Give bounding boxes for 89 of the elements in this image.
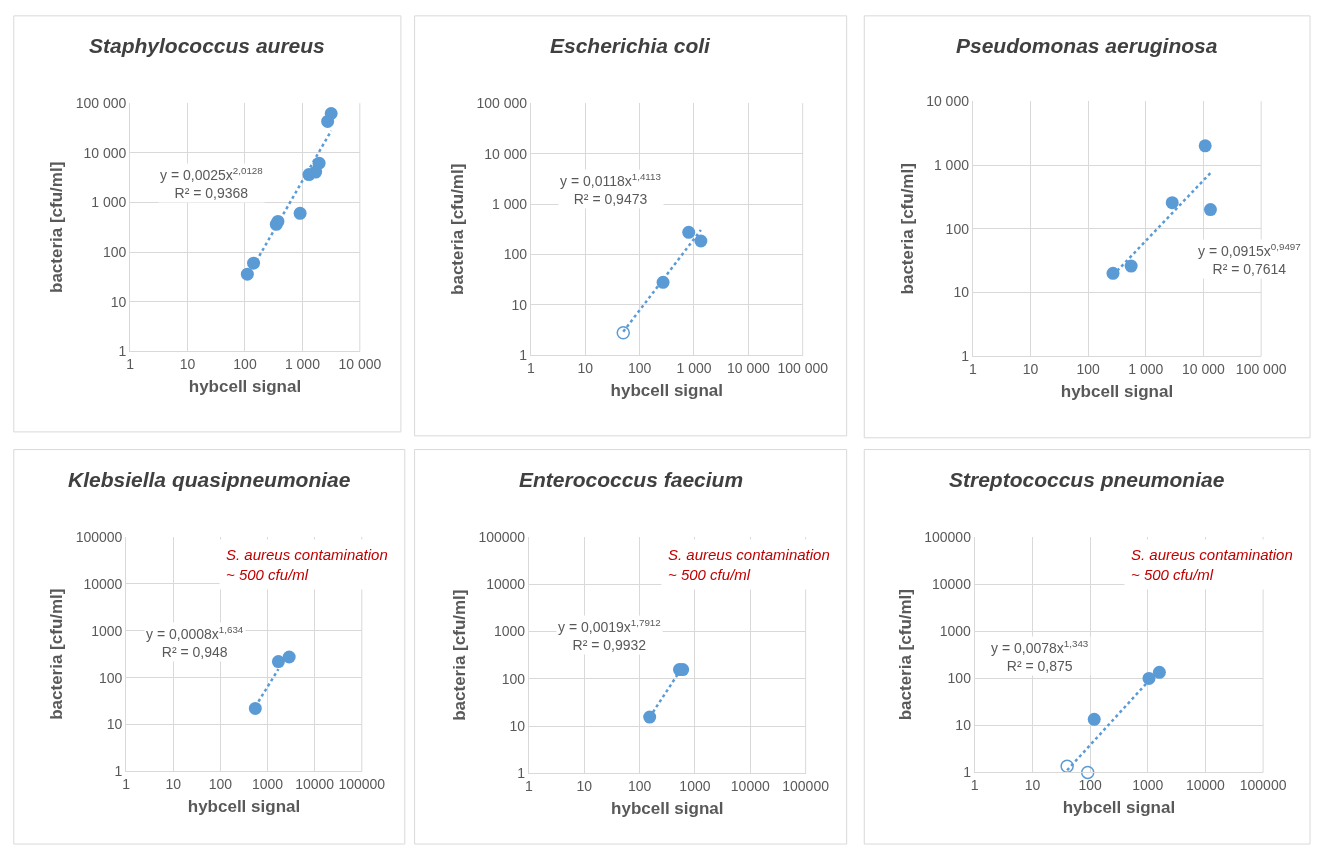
y-axis-title: bacteria [cfu/ml] xyxy=(47,161,67,293)
annotation: y = 0,0118x$^{1,4113}$ R² = 0,9473 xyxy=(560,171,662,208)
x-tick-label: 1 000 xyxy=(676,360,712,377)
x-axis-title: hybcell signal xyxy=(610,380,724,400)
x-tick-label: 100 xyxy=(627,778,652,795)
y-tick-label: 100000 xyxy=(75,528,123,545)
y-tick-label: 100 000 xyxy=(476,95,528,112)
annotation: y = 0,0008x$^{1,634}$ R² = 0,948 xyxy=(146,624,244,661)
y-tick-label: 100 xyxy=(503,246,528,263)
x-tick-label: 1000 xyxy=(679,778,711,795)
y-axis-title: bacteria [cfu/ml] xyxy=(895,589,915,721)
annotation: y = 0,0915x$^{0,9497}$ R² = 0,7614 xyxy=(1198,241,1301,278)
x-tick-label: 10 xyxy=(179,356,196,373)
y-tick-label: 1 000 xyxy=(91,194,127,211)
y-tick-label: 1 000 xyxy=(492,195,528,212)
annotation: S. aureus contamination ~ 500 cfu/ml xyxy=(226,546,388,583)
annotation: S. aureus contamination ~ 500 cfu/ml xyxy=(668,546,830,583)
x-axis-title: hybcell signal xyxy=(187,796,301,816)
x-tick-label: 10 xyxy=(577,360,594,377)
x-tick-label: 100 xyxy=(627,360,652,377)
chart-title: Staphylococcus aureus xyxy=(89,34,325,57)
y-tick-label: 10 xyxy=(511,296,528,313)
chart-title: Streptococcus pneumoniae xyxy=(949,468,1225,491)
x-tick-label: 10 000 xyxy=(338,356,382,373)
y-tick-label: 100 xyxy=(501,670,526,687)
x-tick-label: 100 000 xyxy=(1235,361,1287,378)
x-tick-label: 10000 xyxy=(295,776,335,793)
y-tick-label: 100000 xyxy=(478,528,526,545)
y-tick-label: 10 000 xyxy=(484,145,528,162)
y-tick-label: 10 xyxy=(106,716,123,733)
chart-title: Klebsiella quasipneumoniae xyxy=(68,468,351,491)
y-tick-label: 1 000 xyxy=(933,156,970,173)
x-tick-label: 1000 xyxy=(1132,777,1164,794)
x-tick-label: 100 xyxy=(1076,361,1101,378)
chart-title: Enterococcus faecium xyxy=(519,468,744,491)
y-tick-label: 1000 xyxy=(939,623,972,639)
y-tick-label: 10 xyxy=(110,293,127,310)
x-tick-label: 10 xyxy=(1024,777,1041,794)
x-tick-label: 100 000 xyxy=(777,360,829,377)
y-tick-label: 10000 xyxy=(932,575,972,592)
y-tick-label: 1000 xyxy=(494,623,526,640)
chart-title: Pseudomonas aeruginosa xyxy=(956,34,1218,57)
x-axis-title: hybcell signal xyxy=(188,376,302,396)
y-tick-label: 10 000 xyxy=(83,144,127,161)
x-tick-label: 10 xyxy=(165,776,182,793)
y-tick-label: 10 xyxy=(953,284,970,301)
annotation: S. aureus contamination ~ 500 cfu/ml xyxy=(1131,546,1293,583)
x-tick-label: 10000 xyxy=(1185,777,1226,794)
y-tick-label: 10000 xyxy=(486,576,526,593)
x-tick-label: 1000 xyxy=(251,776,284,793)
y-tick-label: 1 xyxy=(963,764,972,781)
x-tick-label: 10000 xyxy=(730,778,770,795)
y-tick-label: 10000 xyxy=(83,575,123,592)
y-tick-label: 100 xyxy=(945,220,970,237)
x-axis-title: hybcell signal xyxy=(611,798,724,818)
y-tick-label: 100 000 xyxy=(75,95,127,112)
x-tick-label: 10 000 xyxy=(1182,361,1226,378)
x-tick-label: 100 xyxy=(1078,777,1102,794)
y-axis-title: bacteria [cfu/ml] xyxy=(449,589,469,721)
y-tick-label: 1 xyxy=(118,343,127,360)
y-axis-title: bacteria [cfu/ml] xyxy=(448,163,468,295)
x-tick-label: 10 000 xyxy=(726,360,770,377)
x-tick-label: 1 000 xyxy=(284,356,321,373)
y-tick-label: 100 xyxy=(102,244,127,261)
y-tick-label: 10 xyxy=(509,717,526,734)
x-tick-label: 10 xyxy=(1022,361,1039,378)
x-tick-label: 10 xyxy=(576,778,593,795)
annotation: y = 0,0025x$^{2,0128}$ R² = 0,9368 xyxy=(160,165,264,202)
x-tick-label: 100 xyxy=(208,776,233,793)
y-tick-label: 100000 xyxy=(924,528,972,545)
annotation: y = 0,0078x$^{1,343}$ R² = 0,875 xyxy=(991,638,1089,675)
x-axis-title: hybcell signal xyxy=(1062,797,1176,817)
y-tick-label: 100 xyxy=(99,669,123,686)
x-tick-label: 100 xyxy=(233,356,257,373)
y-tick-label: 1 xyxy=(517,765,526,782)
x-tick-label: 1 000 xyxy=(1128,361,1164,378)
y-axis-title: bacteria [cfu/ml] xyxy=(47,588,67,720)
y-axis-title: bacteria [cfu/ml] xyxy=(897,163,917,295)
chart-title: Escherichia coli xyxy=(550,34,712,57)
y-tick-label: 10 xyxy=(955,717,972,734)
y-tick-label: 1 xyxy=(114,763,123,780)
y-tick-label: 10 000 xyxy=(926,93,970,110)
annotation: y = 0,0019x$^{1,7912}$ R² = 0,9932 xyxy=(558,617,661,654)
x-tick-label: 100000 xyxy=(782,778,830,795)
x-axis-title: hybcell signal xyxy=(1060,381,1174,401)
x-tick-label: 100000 xyxy=(1239,777,1287,794)
y-tick-label: 100 xyxy=(947,670,972,687)
y-tick-label: 1000 xyxy=(91,622,123,639)
x-tick-label: 100000 xyxy=(338,776,386,793)
